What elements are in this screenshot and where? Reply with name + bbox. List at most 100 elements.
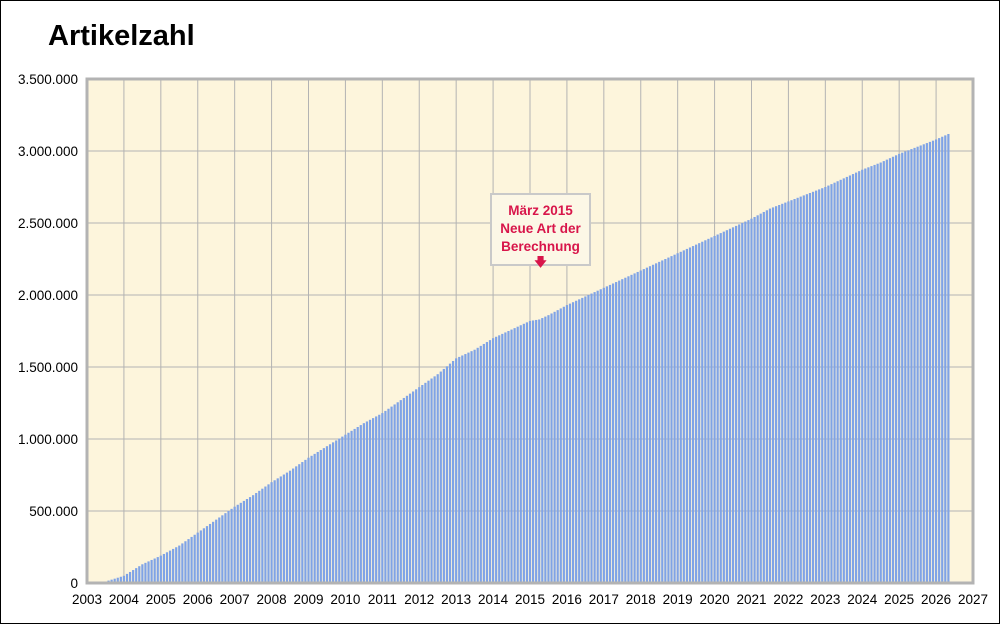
- bar: [839, 179, 842, 584]
- bar: [931, 140, 935, 583]
- bar: [116, 577, 119, 583]
- x-tick-label: 2015: [515, 592, 545, 607]
- bar: [541, 318, 544, 583]
- bar: [362, 423, 365, 583]
- bar: [301, 462, 304, 583]
- bar: [199, 530, 202, 583]
- bar: [944, 135, 947, 583]
- bar: [224, 513, 227, 583]
- bar: [187, 539, 190, 583]
- bar: [799, 196, 802, 583]
- bar: [768, 208, 772, 583]
- bar: [298, 464, 301, 583]
- bar: [728, 228, 732, 583]
- bar: [698, 243, 701, 583]
- bar: [802, 195, 805, 583]
- bar: [922, 144, 925, 583]
- bar: [738, 224, 741, 583]
- bar: [159, 555, 162, 583]
- bar: [642, 269, 645, 583]
- bar: [710, 237, 713, 583]
- bar: [627, 276, 630, 583]
- bar: [304, 459, 307, 583]
- bar: [553, 311, 556, 583]
- bar: [172, 548, 175, 583]
- bar: [910, 149, 913, 583]
- bar: [898, 153, 901, 583]
- bar: [679, 251, 682, 584]
- bar: [215, 519, 218, 583]
- x-tick-label: 2016: [552, 592, 582, 607]
- bar: [485, 342, 489, 583]
- bar: [836, 181, 839, 584]
- bar: [510, 329, 513, 583]
- bar: [934, 139, 938, 584]
- bar: [824, 187, 827, 583]
- bar: [830, 184, 833, 583]
- bar: [879, 162, 882, 583]
- bar: [568, 303, 572, 583]
- bar: [624, 277, 627, 583]
- bar: [519, 325, 522, 583]
- y-tick-label: 500.000: [29, 504, 78, 519]
- bar: [827, 185, 830, 583]
- bar: [885, 159, 888, 583]
- bar: [845, 176, 848, 584]
- x-tick-label: 2022: [773, 592, 803, 607]
- bar: [704, 240, 707, 583]
- plot-border: [85, 77, 975, 585]
- bar: [393, 404, 396, 583]
- bar: [350, 430, 353, 583]
- bar: [891, 156, 895, 583]
- bar: [162, 553, 166, 583]
- x-tick-label: 2003: [72, 592, 102, 607]
- bar: [938, 138, 941, 584]
- bar: [771, 207, 775, 583]
- bar: [611, 283, 615, 583]
- bar: [181, 543, 184, 583]
- bar: [894, 155, 898, 583]
- bar: [418, 387, 421, 583]
- bar: [658, 261, 661, 583]
- y-tick-label: 1.000.000: [18, 432, 78, 447]
- bar: [861, 169, 864, 583]
- bar: [925, 143, 928, 583]
- bar: [439, 371, 442, 583]
- bar: [525, 322, 529, 583]
- bar: [528, 320, 532, 583]
- bar: [156, 557, 159, 583]
- bar: [602, 287, 605, 583]
- bar: [876, 163, 879, 583]
- bar: [559, 308, 562, 583]
- bar: [319, 450, 322, 583]
- bar: [928, 141, 932, 583]
- bar: [236, 504, 239, 583]
- bar: [332, 442, 335, 583]
- bar: [513, 328, 516, 583]
- bar: [436, 374, 439, 583]
- bar: [667, 257, 670, 583]
- y-tick-label: 2.500.000: [18, 216, 78, 231]
- bar: [248, 497, 252, 583]
- bar: [445, 366, 449, 583]
- bar: [716, 234, 719, 583]
- bar: [390, 406, 393, 583]
- bar: [808, 193, 812, 583]
- annotation-line-1: März 2015: [508, 203, 573, 218]
- bar: [778, 205, 781, 583]
- x-tick-label: 2026: [921, 592, 951, 607]
- bar: [756, 215, 759, 583]
- bar: [307, 457, 310, 583]
- bar: [347, 432, 350, 583]
- bar: [655, 263, 658, 583]
- y-tick-label: 0: [70, 576, 78, 591]
- bar: [848, 175, 852, 584]
- bar: [645, 267, 649, 583]
- x-tick-label: 2018: [626, 592, 656, 607]
- bar: [252, 495, 255, 583]
- bar: [504, 332, 507, 583]
- bar: [793, 199, 796, 583]
- bar: [430, 378, 433, 583]
- x-tick-label: 2013: [441, 592, 471, 607]
